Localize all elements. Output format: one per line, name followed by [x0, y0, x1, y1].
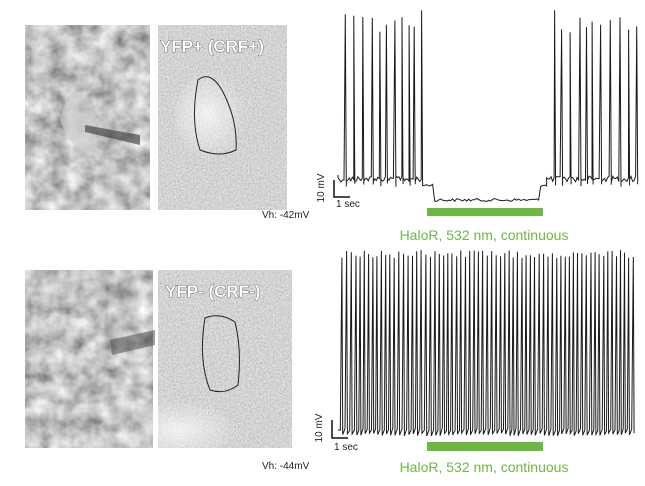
fluorescence	[130, 400, 250, 460]
panel-label: YFP- (CRF-)	[165, 282, 260, 301]
stimulus-bar	[427, 442, 543, 451]
cell-outline	[201, 315, 240, 393]
holding-potential: Vh: -44mV	[262, 461, 310, 472]
voltage-trace	[337, 249, 635, 437]
scale-x: 1 sec	[336, 199, 360, 210]
cell	[60, 90, 97, 152]
pipette	[85, 125, 140, 145]
pipette	[110, 330, 155, 355]
scale-bar	[331, 420, 348, 439]
holding-potential: Vh: -42mV	[262, 210, 310, 221]
stimulus-label: HaloR, 532 nm, continuous	[400, 227, 569, 243]
scale-y: 10 mV	[314, 413, 325, 442]
scale-y: 10 mV	[316, 173, 327, 202]
stimulus-label: HaloR, 532 nm, continuous	[400, 459, 569, 475]
scale-bar	[333, 180, 350, 198]
panel-label: YFP+ (CRF+)	[160, 37, 264, 56]
stimulus-bar	[427, 208, 543, 216]
cell-outline	[193, 76, 237, 155]
fluorescence	[175, 70, 255, 160]
voltage-trace	[337, 10, 639, 203]
micrograph	[25, 270, 153, 448]
scale-x: 1 sec	[334, 442, 358, 453]
